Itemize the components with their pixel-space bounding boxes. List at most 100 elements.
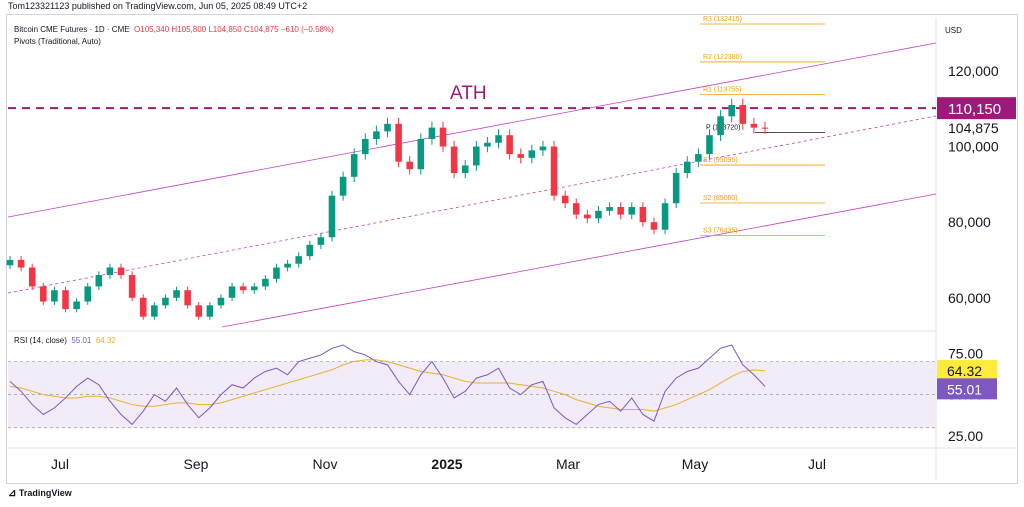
candle (517, 154, 525, 158)
candle (406, 161, 413, 170)
x-tick-label: Mar (556, 456, 580, 472)
ath-label: ATH (450, 83, 487, 104)
candle (373, 131, 380, 139)
candle (84, 286, 92, 302)
rsi-value-badge (937, 378, 997, 400)
symbol-title[interactable]: Bitcoin CME Futures · 1D · CME (14, 25, 130, 34)
rsi-title[interactable]: RSI (14, close) (14, 336, 67, 345)
brand-label: TradingView (18, 488, 72, 498)
candle (95, 275, 103, 287)
candle (17, 259, 25, 268)
candle (550, 146, 558, 196)
chart-frame (6, 14, 1018, 484)
currency-label[interactable]: USD (945, 26, 962, 35)
candle (739, 104, 747, 124)
rsi-ma-badge (937, 359, 997, 381)
candle (228, 286, 236, 298)
candle (206, 305, 214, 317)
x-tick-label: May (682, 456, 708, 472)
candle (506, 135, 513, 155)
candle (473, 146, 480, 166)
candle (284, 263, 291, 268)
rsi-value: 55.01 (71, 336, 92, 345)
ohlc-values: O105,340 H105,800 L104,850 C104,875 −610… (134, 25, 334, 34)
y-tick-label: 120,000 (948, 63, 999, 79)
candle (728, 104, 735, 117)
channel-upper-line (7, 42, 937, 218)
channel-mid-line (7, 115, 937, 294)
candle (672, 173, 680, 204)
candle (40, 286, 47, 302)
y-tick-label: 80,000 (948, 214, 991, 230)
candle (217, 297, 225, 306)
candle (617, 207, 624, 215)
candle (117, 267, 125, 276)
candle (128, 275, 136, 298)
candle (151, 305, 158, 317)
pivot-label: R3 (132415) (703, 16, 742, 23)
rsi-legend: RSI (14, close) 55.01 64.32 (14, 336, 116, 345)
candle (250, 286, 258, 291)
channel-lower-line (221, 193, 937, 328)
candle (683, 161, 691, 173)
candle (339, 176, 347, 196)
publish-info: Tom123321123 published on TradingView.co… (8, 1, 308, 11)
candle (106, 267, 114, 276)
pivot-label: R2 (122380) (703, 54, 742, 61)
candle (273, 267, 280, 279)
pivot-label: S3 (76435) (703, 228, 738, 235)
ath-price-badge (937, 97, 1016, 120)
pivots-label[interactable]: Pivots (Traditional, Auto) (14, 37, 101, 46)
rsi-line (9, 344, 766, 426)
candle (162, 297, 169, 306)
candle (195, 305, 203, 317)
candle (695, 154, 702, 162)
candle (706, 135, 713, 155)
candle (184, 290, 191, 306)
rsi-ma-value: 64.32 (95, 336, 116, 345)
ath-price-label: 110,150 (948, 101, 1001, 118)
last-price-label: 104,875 (948, 120, 999, 136)
candle (606, 207, 613, 211)
candle (461, 165, 469, 173)
candle (317, 237, 325, 245)
candle (595, 210, 602, 219)
candle (650, 222, 658, 230)
candle (306, 244, 314, 257)
candle (561, 195, 569, 204)
candle (51, 290, 58, 302)
x-tick-label: 2025 (431, 456, 462, 472)
candle (239, 286, 247, 291)
candle (495, 135, 502, 143)
candle (384, 123, 391, 132)
candle (428, 127, 436, 139)
rsi-ma-badge-label: 64.32 (947, 363, 982, 379)
y-tick-label: 100,000 (948, 139, 999, 155)
symbol-legend: Bitcoin CME Futures · 1D · CME O105,340 … (14, 24, 334, 48)
candle (139, 297, 147, 317)
candle (295, 256, 302, 264)
candle (584, 214, 591, 219)
candle (450, 146, 458, 173)
x-tick-label: Nov (313, 456, 338, 472)
candle (484, 142, 491, 147)
candle (750, 123, 758, 128)
candle (761, 127, 769, 129)
candle (717, 116, 724, 136)
candle (62, 290, 69, 310)
tradingview-logo[interactable]: ⊿ TradingView (8, 488, 72, 499)
candle (6, 259, 14, 266)
candle (439, 127, 447, 147)
x-tick-label: Sep (184, 456, 209, 472)
tradingview-icon: ⊿ (8, 488, 17, 499)
candle (539, 146, 547, 151)
candle (417, 138, 425, 170)
rsi-y-tick: 25.00 (948, 428, 983, 444)
candle (173, 290, 180, 298)
candle (395, 123, 402, 162)
candle (328, 195, 336, 238)
candle (350, 154, 358, 177)
x-tick-label: Jul (51, 456, 69, 472)
candle (661, 203, 669, 230)
